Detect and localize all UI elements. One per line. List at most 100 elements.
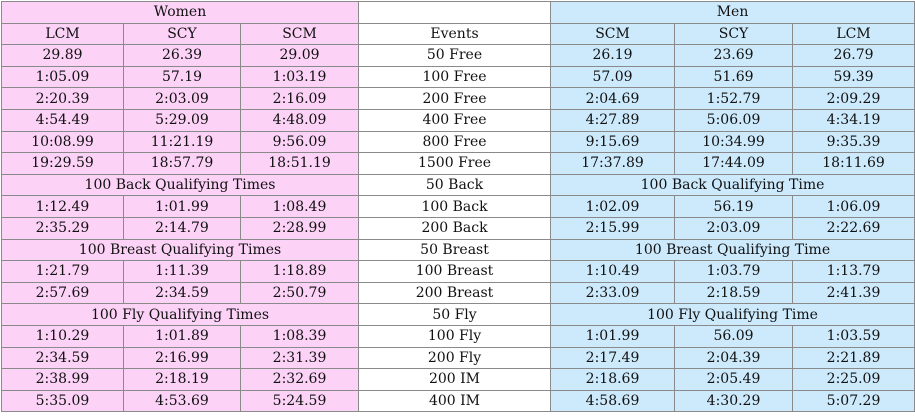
men-time-cell: 2:18.69 bbox=[550, 368, 676, 391]
men-time-cell: 1:13.79 bbox=[792, 260, 915, 283]
event-name: 100 Free bbox=[358, 65, 552, 89]
section-row: 100 Back Qualifying Times 50 Back 100 Back… bbox=[0, 173, 915, 197]
men-time-cell: 2:03.09 bbox=[674, 216, 794, 240]
women-time-cell: 2:14.79 bbox=[123, 216, 241, 240]
section-row: 100 Fly Qualifying Times 50 Fly 100 Fly Qu… bbox=[0, 303, 915, 326]
men-time-cell: 2:04.39 bbox=[674, 346, 794, 370]
event-name: 200 Breast bbox=[358, 281, 552, 305]
men-time-cell: 56.19 bbox=[674, 195, 794, 218]
men-time-cell: 2:22.69 bbox=[792, 216, 915, 240]
table-row: 19:29.59 18:57.79 18:51.19 1500 Free 17:37.8… bbox=[1, 152, 915, 175]
men-time-cell: 4:30.29 bbox=[674, 389, 794, 413]
table-row: 2:57.69 2:34.59 2:50.79 200 Breast 2:33.09 2:… bbox=[1, 281, 915, 305]
women-time-cell: 18:57.79 bbox=[123, 152, 241, 175]
women-time-cell: 2:38.99 bbox=[1, 368, 124, 391]
table-row: 1:12.49 1:01.99 1:08.49 100 Back 1:02.09 56.1… bbox=[1, 195, 915, 218]
men-time-cell: 4:27.89 bbox=[550, 108, 676, 132]
table-row: 1:21.79 1:11.39 1:18.89 100 Breast 1:10.49 1:… bbox=[1, 260, 915, 283]
women-time-cell: 19:29.59 bbox=[1, 152, 124, 175]
event-name: 100 Back bbox=[358, 195, 552, 218]
women-time-cell: 2:31.39 bbox=[239, 346, 360, 370]
women-time-cell: 4:48.09 bbox=[239, 108, 360, 132]
women-time-cell: 1:18.89 bbox=[239, 260, 360, 283]
men-time-cell: 5:07.29 bbox=[792, 389, 915, 413]
table-row: 1:10.29 1:01.89 1:08.39 100 Fly 1:01.99 56.09… bbox=[1, 324, 915, 348]
women-time-cell: 1:03.19 bbox=[239, 65, 360, 89]
event-name: 100 Breast bbox=[358, 260, 552, 283]
event-name: 50 Breast bbox=[358, 238, 552, 262]
men-time-cell: 1:06.09 bbox=[792, 195, 915, 218]
women-time-cell: 1:08.49 bbox=[239, 195, 360, 218]
event-name: 50 Free bbox=[358, 44, 552, 67]
women-time-cell: 1:11.39 bbox=[123, 260, 241, 283]
women-time-cell: 2:20.39 bbox=[1, 87, 124, 110]
men-section-title: 100 Breast Qualifying Time bbox=[550, 238, 915, 262]
event-name: 100 Fly bbox=[358, 324, 552, 348]
men-time-cell: 2:15.99 bbox=[550, 216, 676, 240]
women-time-cell: 4:53.69 bbox=[123, 389, 241, 413]
women-col-header: SCY bbox=[123, 22, 241, 46]
event-name: 800 Free bbox=[358, 130, 552, 154]
women-time-cell: 1:01.99 bbox=[123, 195, 241, 218]
women-time-cell: 2:57.69 bbox=[1, 281, 124, 305]
men-time-cell: 59.39 bbox=[792, 65, 915, 89]
women-time-cell: 1:01.89 bbox=[123, 324, 241, 348]
table-row: 2:38.99 2:18.19 2:32.69 200 IM 2:18.69 2:05.4… bbox=[1, 368, 915, 391]
women-time-cell: 11:21.19 bbox=[123, 130, 241, 154]
men-time-cell: 2:25.09 bbox=[792, 368, 915, 391]
men-time-cell: 1:01.99 bbox=[550, 324, 676, 348]
women-time-cell: 2:16.99 bbox=[123, 346, 241, 370]
table-row: 1:05.09 57.19 1:03.19 100 Free 57.09 51.69 59.… bbox=[1, 65, 915, 89]
women-section-title: 100 Back Qualifying Times bbox=[0, 173, 360, 197]
women-header: Women bbox=[0, 1, 360, 24]
men-time-cell: 10:34.99 bbox=[674, 130, 794, 154]
men-time-cell: 26.19 bbox=[550, 44, 676, 67]
men-time-cell: 2:18.59 bbox=[674, 281, 794, 305]
men-time-cell: 9:15.69 bbox=[550, 130, 676, 154]
event-name: 200 Back bbox=[358, 216, 552, 240]
event-name: 1500 Free bbox=[358, 152, 552, 175]
men-time-cell: 2:17.49 bbox=[550, 346, 676, 370]
women-col-header: SCM bbox=[239, 22, 360, 46]
men-header: Men bbox=[550, 1, 915, 24]
men-time-cell: 56.09 bbox=[674, 324, 794, 348]
men-time-cell: 2:04.69 bbox=[550, 87, 676, 110]
women-time-cell: 10:08.99 bbox=[1, 130, 124, 154]
men-time-cell: 9:35.39 bbox=[792, 130, 915, 154]
event-name: 50 Fly bbox=[358, 303, 552, 326]
men-section-title: 100 Back Qualifying Time bbox=[550, 173, 915, 197]
men-time-cell: 17:44.09 bbox=[674, 152, 794, 175]
men-time-cell: 5:06.09 bbox=[674, 108, 794, 132]
women-time-cell: 9:56.09 bbox=[239, 130, 360, 154]
women-time-cell: 5:35.09 bbox=[1, 389, 124, 413]
women-time-cell: 1:10.29 bbox=[1, 324, 124, 348]
men-col-header: SCM bbox=[550, 22, 676, 46]
women-time-cell: 2:18.19 bbox=[123, 368, 241, 391]
women-time-cell: 2:34.59 bbox=[123, 281, 241, 305]
men-time-cell: 1:52.79 bbox=[674, 87, 794, 110]
men-time-cell: 57.09 bbox=[550, 65, 676, 89]
women-time-cell: 1:05.09 bbox=[1, 65, 124, 89]
event-name: 200 Free bbox=[358, 87, 552, 110]
table-row: 2:20.39 2:03.09 2:16.09 200 Free 2:04.69 1:52… bbox=[1, 87, 915, 110]
women-col-header: LCM bbox=[1, 22, 124, 46]
women-time-cell: 5:29.09 bbox=[123, 108, 241, 132]
women-time-cell: 4:54.49 bbox=[1, 108, 124, 132]
event-name: 200 IM bbox=[358, 368, 552, 391]
women-time-cell: 2:03.09 bbox=[123, 87, 241, 110]
men-section-title: 100 Fly Qualifying Time bbox=[550, 303, 915, 326]
group-header-row: Women Men bbox=[0, 1, 915, 24]
times-body: 29.89 26.39 29.09 50 Free 26.19 23.69 26.79 1:0… bbox=[0, 44, 915, 413]
women-time-cell: 18:51.19 bbox=[239, 152, 360, 175]
section-row: 100 Breast Qualifying Times 50 Breast 100 … bbox=[0, 238, 915, 262]
men-time-cell: 2:41.39 bbox=[792, 281, 915, 305]
men-time-cell: 2:05.49 bbox=[674, 368, 794, 391]
women-time-cell: 2:28.99 bbox=[239, 216, 360, 240]
women-section-title: 100 Breast Qualifying Times bbox=[0, 238, 360, 262]
men-col-header: LCM bbox=[792, 22, 915, 46]
men-time-cell: 51.69 bbox=[674, 65, 794, 89]
men-time-cell: 1:03.79 bbox=[674, 260, 794, 283]
men-time-cell: 2:21.89 bbox=[792, 346, 915, 370]
women-time-cell: 2:16.09 bbox=[239, 87, 360, 110]
